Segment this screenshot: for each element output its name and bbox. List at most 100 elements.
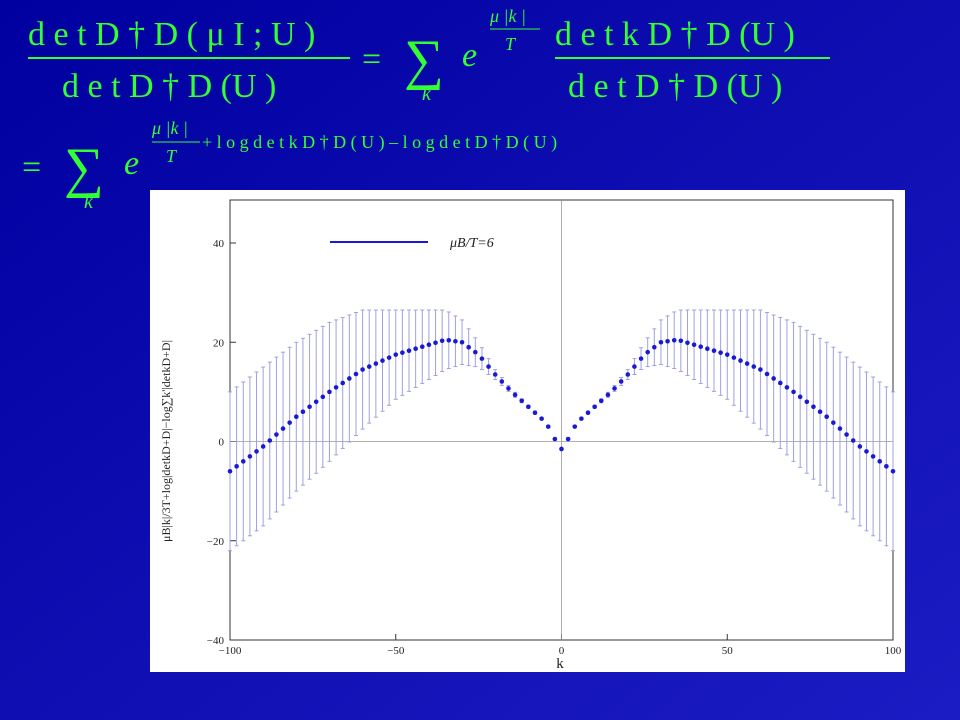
point [492,372,498,377]
point [645,349,650,355]
point [864,449,869,454]
point [426,342,432,348]
point [612,386,617,391]
y-axis-label: μB|k|/3T+log|detkD+D|−log∑k'|detkD+D| [159,340,173,542]
point [545,424,551,429]
point [313,399,319,405]
point [877,459,883,464]
exp-numerator: μ |k | [489,6,526,26]
chart-panel [150,190,905,672]
point [373,361,379,366]
sum-index: k [84,191,94,213]
point [850,438,856,443]
point [598,398,604,404]
point [565,436,571,442]
point [724,352,730,357]
point [585,410,591,416]
point [333,385,339,390]
point [764,371,770,377]
point [506,386,511,391]
point [386,355,392,360]
exp-rest: + l o g d e t k D † D ( U ) – l o g d e … [202,132,557,153]
y-tick-label: 0 [219,437,225,449]
point [837,426,843,431]
exp-numerator: μ |k | [151,118,188,138]
x-tick-label: 0 [559,645,565,657]
point [327,389,332,395]
point [433,340,438,346]
point [811,404,816,410]
point [532,410,538,416]
point [539,416,544,421]
point [831,420,836,425]
point [671,337,677,343]
point [605,392,611,398]
point [512,392,518,398]
exp-denominator: T [505,34,517,54]
exp-denominator: T [166,146,178,166]
point [247,454,253,459]
point [307,404,312,410]
point [592,404,597,410]
point [658,339,664,345]
point [400,350,405,355]
point [227,468,233,474]
point [294,414,299,419]
point [466,344,471,350]
point [857,444,863,449]
equals: = [22,149,41,186]
point [784,385,790,390]
point [280,426,286,431]
point [353,371,359,377]
point [638,356,644,361]
y-tick-label: 40 [213,238,225,250]
point [473,349,478,355]
point [453,338,458,344]
point [526,404,531,410]
point [804,399,810,405]
point [870,454,876,459]
point [678,338,684,344]
legend-label: μB/T=6 [449,236,494,251]
point [459,339,465,345]
point [267,438,273,443]
point [884,464,889,469]
point [486,364,491,369]
point [366,364,372,369]
point [652,344,657,350]
point [738,358,743,363]
x-tick-label: −100 [219,645,242,657]
point [347,376,352,381]
equals: = [362,41,381,78]
point [791,389,796,395]
point [718,350,723,355]
x-tick-label: 50 [722,645,734,657]
point [625,372,631,377]
point [360,367,365,372]
point [844,432,849,437]
point [618,379,624,384]
point [771,376,776,381]
fraction-denominator: d e t D † D (U ) [62,68,276,105]
x-tick-label: −50 [387,645,405,657]
fraction-numerator: d e t k D † D (U ) [555,16,795,53]
point [817,409,823,415]
point [744,361,750,366]
x-tick-label: 100 [885,645,902,657]
point [758,367,763,372]
point [519,398,525,404]
point [446,337,452,343]
point [552,436,558,442]
sum-sign: ∑ [64,137,104,199]
point [320,394,326,400]
equation-2: = ∑ k e μ |k | T + l o g d e t k D † D (… [22,118,557,213]
fraction-numerator: d e t D † D ( μ I ; U ) [28,16,315,53]
point [340,380,346,386]
point [419,344,425,350]
point [797,394,803,400]
exp-base: e [462,37,477,74]
fraction-denominator: d e t D † D (U ) [568,68,782,105]
point [685,340,690,346]
